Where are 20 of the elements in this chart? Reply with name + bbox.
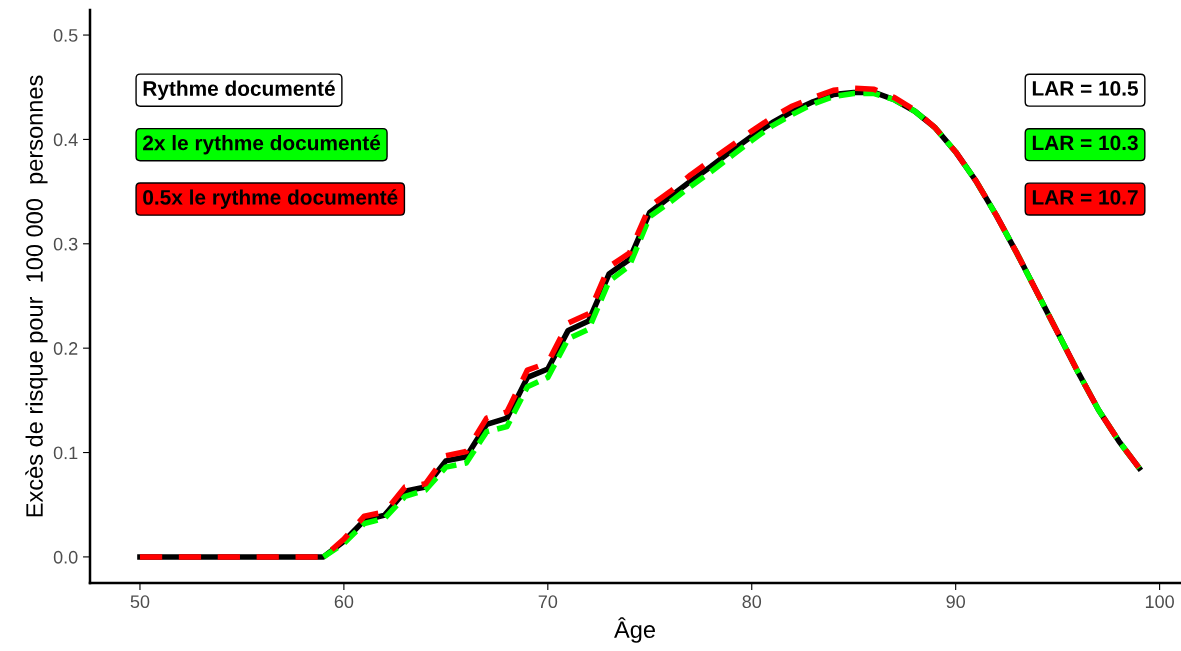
text: Rythme documenté bbox=[143, 80, 335, 101]
y-tick-label: 0.5 bbox=[53, 28, 78, 42]
x-tick-label: 70 bbox=[538, 595, 558, 609]
y-tick-label: 0.2 bbox=[53, 342, 78, 355]
x-tick-label: 100 bbox=[1145, 595, 1174, 609]
y-tick-label: 0.4 bbox=[53, 133, 78, 147]
x-tick-label: 80 bbox=[742, 595, 762, 609]
annotation: LAR = 10.7 bbox=[1032, 189, 1138, 205]
x-tick-label: 50 bbox=[130, 595, 150, 609]
annotation: LAR = 10.3 bbox=[1032, 135, 1138, 151]
text: 0.5x le rythme documenté bbox=[143, 189, 398, 209]
y-axis-title: Excès de risque pour 100 000 personnes bbox=[25, 75, 48, 517]
x-tick-label: 60 bbox=[334, 595, 354, 609]
x-axis-title: Âge bbox=[614, 617, 655, 643]
annotation: LAR = 10.5 bbox=[1032, 81, 1138, 96]
x-tick-label: 90 bbox=[946, 595, 966, 609]
text: 2x le rythme documenté bbox=[143, 134, 381, 155]
y-tick-label: 0.0 bbox=[53, 550, 78, 564]
y-tick-label: 0.3 bbox=[53, 237, 78, 251]
y-tick-label: 0.1 bbox=[53, 446, 78, 460]
